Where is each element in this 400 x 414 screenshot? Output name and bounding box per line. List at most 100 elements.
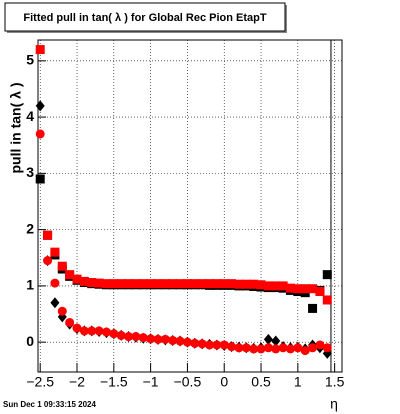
circle-marker [322,343,332,353]
circle-marker [109,329,119,339]
square-marker [138,279,148,289]
x-tick-label: −1.5 [100,374,128,390]
circle-marker [212,340,222,350]
square-marker [35,45,45,55]
circle-marker [116,330,126,340]
circle-marker [50,278,60,288]
square-marker [219,279,229,289]
square-marker [160,279,170,289]
square-marker [35,174,45,184]
circle-marker [249,344,259,354]
circle-marker [197,339,207,349]
circle-marker [263,343,273,353]
title-box [4,2,286,32]
circle-marker [138,333,148,343]
circle-marker [160,334,170,344]
chart-title: Fitted pull in tan( λ ) for Global Rec P… [23,12,267,24]
square-marker [308,303,318,313]
y-tick-label: 1 [26,277,34,293]
square-marker [116,279,126,289]
square-marker [212,279,222,289]
diamond-marker [35,100,45,112]
circle-marker [234,343,244,353]
circle-marker [131,332,141,342]
circle-marker [241,343,251,353]
square-marker [300,284,310,294]
square-marker [175,279,185,289]
circle-marker [271,344,281,354]
x-tick-label: −2 [69,374,85,390]
circle-marker [79,326,89,336]
square-marker [146,279,156,289]
square-marker [43,230,53,240]
circle-marker [227,342,237,352]
square-marker [79,276,89,286]
x-tick-label: 0.5 [251,374,271,390]
square-marker [197,279,207,289]
square-marker [72,274,82,284]
x-tick-label: −0.5 [174,374,202,390]
x-tick-label: 0 [220,374,228,390]
x-tick-label: 1 [294,374,302,390]
square-marker [285,283,295,293]
circle-marker [285,344,295,354]
square-marker [50,247,60,257]
circle-marker [293,343,303,353]
square-marker [190,279,200,289]
circle-marker [72,323,82,333]
square-marker [249,279,259,289]
square-marker [315,287,325,297]
circle-marker [300,346,310,356]
square-marker [234,279,244,289]
circle-marker [168,335,178,345]
circle-marker [43,256,53,266]
x-tick-label: −2.5 [26,374,54,390]
y-tick-label: 0 [26,333,34,349]
circle-marker [87,326,97,336]
square-marker [124,279,134,289]
footer-timestamp: Sun Dec 1 09:33:15 2024 [3,400,96,409]
y-tick-label: 4 [26,108,34,124]
diamond-marker [50,297,60,309]
circle-marker [124,332,134,342]
circle-marker [35,129,45,139]
square-marker [94,278,104,288]
circle-marker [190,338,200,348]
square-marker [308,284,318,294]
square-marker [271,281,281,291]
circle-marker [65,317,75,327]
circle-marker [256,344,266,354]
y-tick-label: 3 [26,164,34,180]
square-marker [168,279,178,289]
square-marker [101,279,111,289]
circle-marker [315,340,325,350]
square-marker [57,261,67,271]
circle-marker [146,334,156,344]
diamond-marker [271,335,281,347]
circle-marker [101,327,111,337]
square-marker [109,279,119,289]
x-tick-label: 1.5 [325,374,345,390]
square-marker [263,281,273,291]
circle-marker [57,306,67,316]
square-marker [241,279,251,289]
square-marker [322,270,332,280]
plot-frame [37,39,343,373]
square-marker [131,279,141,289]
circle-marker [205,340,215,350]
y-axis-label: pull in tan( λ ) [8,83,24,174]
circle-marker [219,340,229,350]
square-marker [205,279,215,289]
circle-marker [94,326,104,336]
square-marker [65,270,75,280]
square-marker [278,281,288,291]
square-marker [322,295,332,305]
circle-marker [278,343,288,353]
x-axis-label: η [330,396,338,412]
circle-marker [308,343,318,353]
square-marker [256,280,266,290]
x-tick-label: −1 [143,374,159,390]
circle-marker [182,337,192,347]
diamond-marker [263,333,273,345]
